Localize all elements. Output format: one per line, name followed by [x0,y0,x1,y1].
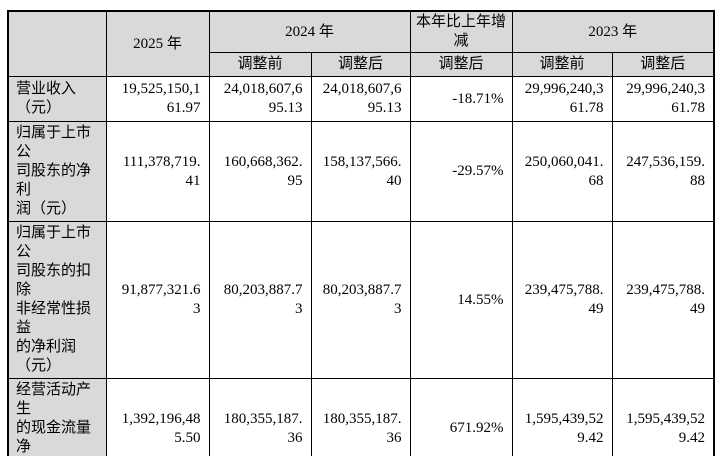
cell-value: 239,475,788. 49 [611,221,715,379]
header-row-adjustments: 调整前 调整后 调整后 调整前 调整后 [8,52,715,77]
cell-value: 80,203,887.7 3 [310,221,411,379]
cell-value: 671.92% [409,378,513,456]
table-row-net-profit: 归属于上市公 司股东的净利 润（元） 111,378,719. 41 160,6… [7,121,715,222]
cell-value: 91,877,321.6 3 [105,221,210,379]
cell-value: 80,203,887.7 3 [208,221,312,379]
col-header-2025: 2025 年 [105,10,210,77]
cell-value: 14.55% [409,221,513,379]
cell-value: 250,060,041. 68 [511,121,613,222]
row-label: 归属于上市公 司股东的扣除 非经常性损益 的净利润 （元） [7,221,107,379]
cell-value: -29.57% [409,121,513,222]
cell-value: 29,996,240,3 61.78 [511,76,613,122]
cell-value: 160,668,362. 95 [208,121,312,222]
financial-summary-table: 2025 年 2024 年 本年比上年增 减 2023 年 调整前 调整后 调整… [7,10,716,456]
header-row-years: 2025 年 2024 年 本年比上年增 减 2023 年 [7,10,715,77]
col-header-2024: 2024 年 [208,10,411,53]
subheader-change-after-adjust: 调整后 [409,52,513,77]
cell-value: 158,137,566. 40 [310,121,411,222]
row-label: 归属于上市公 司股东的净利 润（元） [7,121,107,222]
cell-value: 1,595,439,52 9.42 [511,378,613,456]
subheader-2024-before-adjust: 调整前 [208,52,312,77]
cell-value: 19,525,150,1 61.97 [105,76,210,122]
col-header-2023: 2023 年 [511,10,715,53]
col-header-yoy-change: 本年比上年增 减 [409,10,513,53]
row-label: 经营活动产生 的现金流量净 额（元） [7,378,107,456]
cell-value: 24,018,607,6 95.13 [208,76,312,122]
subheader-2023-before-adjust: 调整前 [511,52,613,77]
cell-value: 247,536,159. 88 [611,121,715,222]
cell-value: 29,996,240,3 61.78 [611,76,715,122]
subheader-2024-after-adjust: 调整后 [310,52,411,77]
table-row-net-profit-excl-nonrecurring: 归属于上市公 司股东的扣除 非经常性损益 的净利润 （元） 91,877,321… [7,221,715,379]
corner-cell [7,10,107,77]
cell-value: -18.71% [409,76,513,122]
cell-value: 180,355,187. 36 [310,378,411,456]
row-label: 营业收入 （元） [7,76,107,122]
table-row-operating-revenue: 营业收入 （元） 19,525,150,1 61.97 24,018,607,6… [7,76,715,122]
table-row-operating-cash-flow: 经营活动产生 的现金流量净 额（元） 1,392,196,48 5.50 180… [7,378,715,456]
subheader-2023-after-adjust: 调整后 [611,52,715,77]
cell-value: 1,392,196,48 5.50 [105,378,210,456]
cell-value: 239,475,788. 49 [511,221,613,379]
cell-value: 180,355,187. 36 [208,378,312,456]
cell-value: 24,018,607,6 95.13 [310,76,411,122]
cell-value: 111,378,719. 41 [105,121,210,222]
cell-value: 1,595,439,52 9.42 [611,378,715,456]
